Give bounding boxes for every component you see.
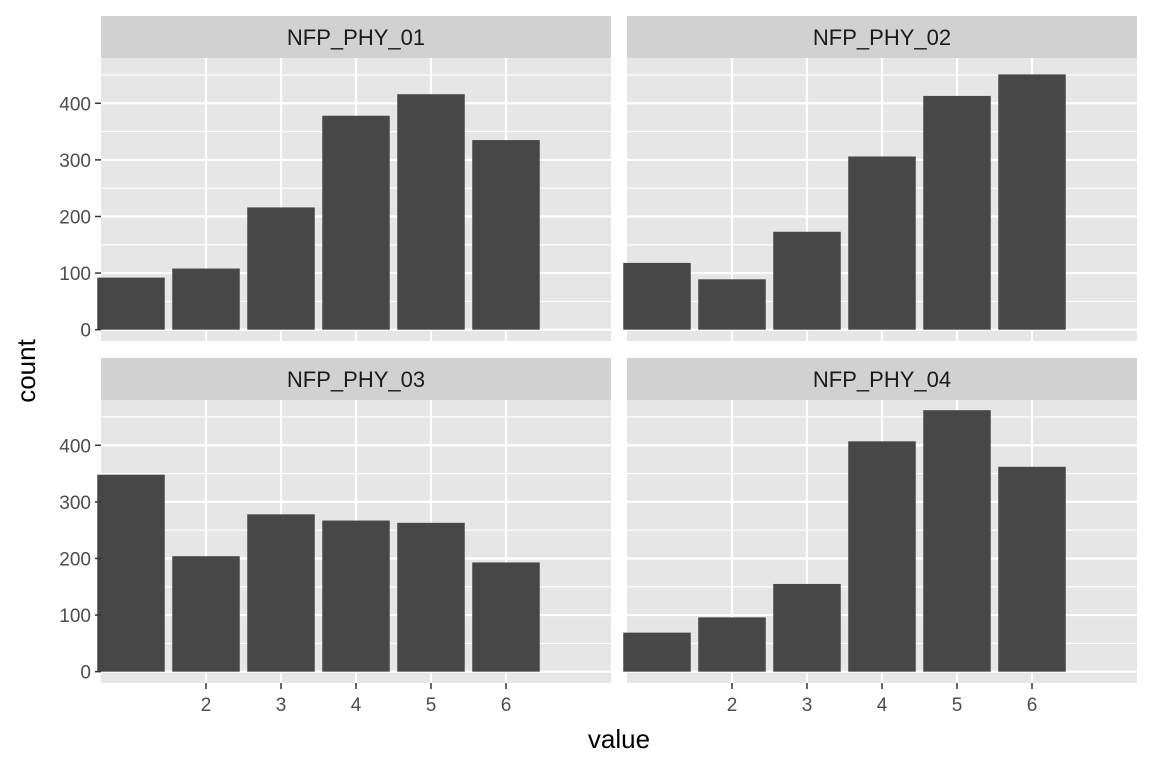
bar <box>397 522 465 672</box>
bar <box>623 632 691 672</box>
x-tick-label: 5 <box>426 695 437 716</box>
facet-strip <box>627 16 1137 58</box>
x-tick-label: 6 <box>501 695 512 716</box>
y-tick-label: 400 <box>59 94 91 115</box>
facet-title: NFP_PHY_03 <box>287 367 425 392</box>
facet-strip <box>101 358 611 400</box>
bar <box>923 410 991 672</box>
bar <box>848 441 916 672</box>
y-tick-label: 100 <box>59 264 91 285</box>
y-tick-label: 200 <box>59 207 91 228</box>
x-tick-label: 6 <box>1027 695 1038 716</box>
y-tick-label: 200 <box>59 549 91 570</box>
bar <box>623 262 691 330</box>
x-tick-label: 2 <box>201 695 212 716</box>
bar <box>172 556 240 672</box>
bar <box>848 156 916 330</box>
y-tick-label: 0 <box>80 321 91 342</box>
bar <box>998 466 1066 672</box>
bar <box>698 617 766 672</box>
facet-panel: NFP_PHY_01 0 100 200 300 400 <box>59 16 611 342</box>
bar <box>247 514 315 672</box>
y-tick-label: 300 <box>59 493 91 514</box>
x-tick-label: 5 <box>952 695 963 716</box>
bar <box>97 474 165 672</box>
bar <box>247 207 315 330</box>
bar <box>998 74 1066 330</box>
x-axis-title: value <box>588 724 650 754</box>
y-tick-label: 0 <box>80 663 91 684</box>
bar <box>172 268 240 330</box>
bar <box>97 277 165 330</box>
bar <box>773 583 841 672</box>
facet-title: NFP_PHY_02 <box>813 25 951 50</box>
bar <box>698 279 766 330</box>
facet-title: NFP_PHY_01 <box>287 25 425 50</box>
y-tick-label: 100 <box>59 606 91 627</box>
facet-title: NFP_PHY_04 <box>813 367 951 392</box>
y-tick-label: 300 <box>59 151 91 172</box>
bar <box>322 115 390 330</box>
bar <box>472 140 540 330</box>
x-tick-label: 4 <box>351 695 362 716</box>
y-tick-label: 400 <box>59 436 91 457</box>
facet-panel: NFP_PHY_03 0 100 200 300 400 2 3 4 5 6 <box>59 358 611 716</box>
facet-panel: NFP_PHY_02 <box>623 16 1137 341</box>
x-tick-label: 4 <box>877 695 888 716</box>
x-tick-label: 3 <box>276 695 287 716</box>
bar <box>397 94 465 330</box>
bar <box>322 520 390 672</box>
bar <box>773 231 841 330</box>
y-axis-title: count <box>11 338 41 402</box>
x-tick-label: 2 <box>727 695 738 716</box>
bar <box>472 562 540 672</box>
x-tick-label: 3 <box>802 695 813 716</box>
facet-panel: NFP_PHY_04 2 3 4 5 6 <box>623 358 1137 716</box>
bar <box>923 95 991 330</box>
facet-strip <box>627 358 1137 400</box>
facet-strip <box>101 16 611 58</box>
